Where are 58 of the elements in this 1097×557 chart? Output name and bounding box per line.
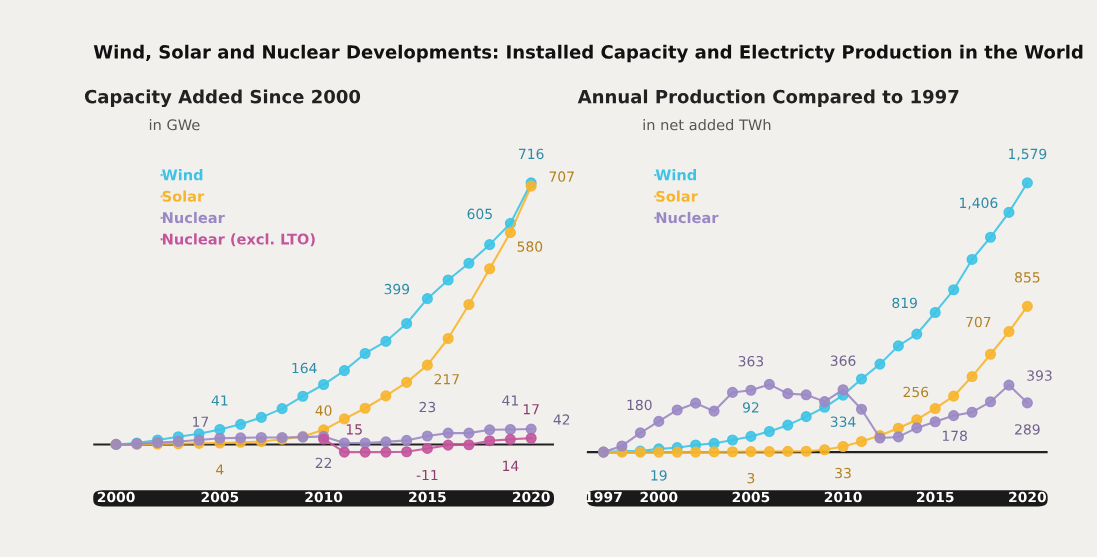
data-label: 14: [503, 460, 519, 471]
x-tick-label: 2010: [305, 491, 343, 503]
data-label: 393: [1027, 370, 1052, 381]
data-label: 178: [942, 430, 967, 442]
legend-label: Solar: [162, 190, 205, 202]
data-label: 17: [193, 416, 209, 427]
data-label: 366: [830, 355, 856, 366]
chart-subtitle: in GWe: [149, 119, 200, 131]
data-label: 605: [467, 208, 492, 220]
data-label: 4: [216, 464, 224, 475]
chart-title: Capacity Added Since 2000: [84, 89, 361, 108]
data-label: 17: [523, 404, 539, 415]
data-label: 33: [835, 467, 851, 479]
x-tick-label: 2000: [640, 491, 678, 503]
data-label: 1,579: [1009, 148, 1047, 161]
x-tick-label: 2020: [1009, 491, 1047, 503]
data-label: 855: [1015, 272, 1040, 283]
data-label: 3: [747, 472, 755, 484]
data-label: 819: [892, 297, 917, 309]
chart-subtitle: in net added TWh: [643, 119, 771, 131]
legend-label: Nuclear (excl. LTO): [163, 233, 315, 247]
legend-label: Wind: [655, 169, 696, 181]
data-label: -11: [416, 469, 438, 481]
x-tick-label: 2010: [824, 491, 862, 503]
data-label: 363: [738, 355, 764, 367]
legend-label: Nuclear: [163, 211, 225, 224]
data-label: 716: [519, 148, 544, 160]
x-tick-label: 2015: [409, 491, 446, 503]
data-label: 334: [830, 416, 856, 427]
x-tick-label: 2005: [201, 491, 239, 503]
x-tick-label: 2015: [916, 491, 954, 503]
x-tick-label: 2020: [512, 491, 550, 503]
legend-label: Nuclear: [656, 211, 719, 224]
data-label: 1,406: [960, 197, 998, 210]
x-tick-label: 2005: [732, 491, 770, 503]
data-label: 42: [553, 414, 570, 425]
data-label: 15: [346, 424, 362, 435]
text: Wind, Solar and Nuclear Developments: Installed Capacity and Electricty Production in the World: [93, 44, 1083, 63]
data-label: 40: [315, 405, 332, 416]
data-label: 217: [434, 373, 459, 385]
data-label: 180: [627, 399, 652, 411]
data-label: 41: [502, 395, 518, 406]
data-label: 399: [384, 283, 410, 295]
data-label: 23: [419, 401, 436, 413]
data-label: 707: [966, 316, 991, 328]
data-label: 19: [651, 470, 667, 481]
data-label: 707: [549, 171, 574, 182]
data-label: 256: [903, 386, 929, 398]
x-tick-label: 2000: [97, 491, 135, 503]
data-label: 164: [292, 362, 317, 374]
data-label: 580: [517, 241, 543, 252]
data-label: 22: [315, 457, 332, 468]
data-label: 289: [1015, 424, 1040, 435]
chart-title: Annual Production Compared to 1997: [577, 89, 959, 107]
data-label: 92: [742, 402, 759, 413]
legend-label: Wind: [162, 169, 203, 181]
data-label: 41: [211, 395, 228, 406]
legend-label: Solar: [656, 190, 698, 202]
